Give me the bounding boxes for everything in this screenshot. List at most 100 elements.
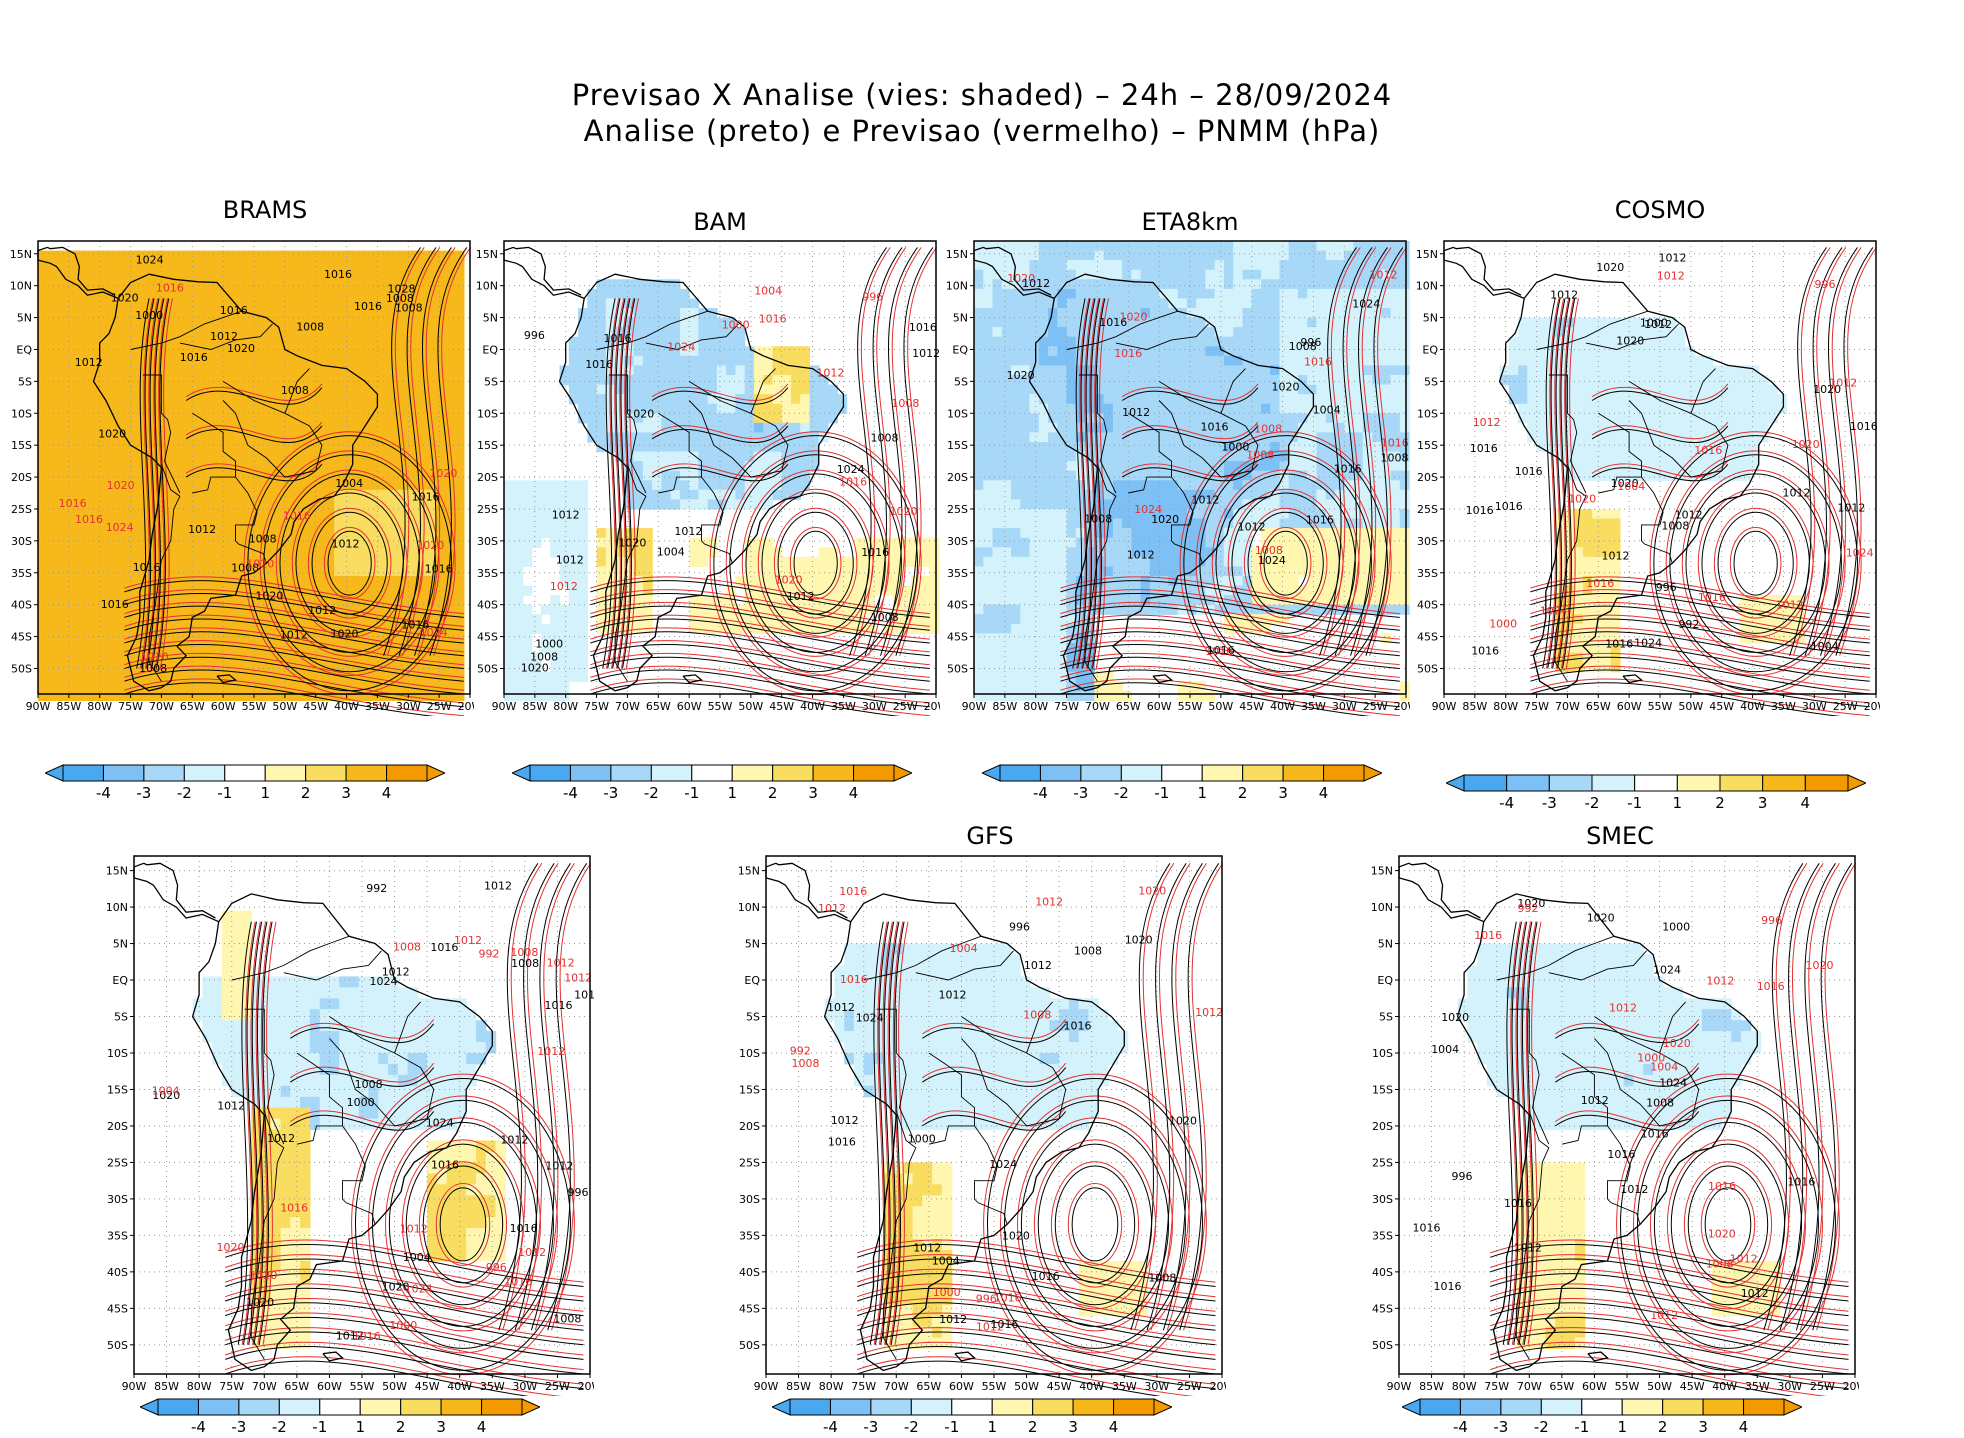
lon-tick-label: 55W xyxy=(242,700,267,713)
figure-title-line1: Previsao X Analise (vies: shaded) – 24h … xyxy=(0,78,1964,112)
forecast-contour-label: 992 xyxy=(1518,902,1539,915)
lon-tick-label: 55W xyxy=(1178,700,1203,713)
forecast-contour-label: 1000 xyxy=(1489,617,1517,630)
lat-tick-label: 50S xyxy=(107,1339,128,1352)
colorbar-bin xyxy=(1541,1399,1581,1415)
lat-tick-label: 25S xyxy=(947,503,968,516)
colorbar-bin xyxy=(103,765,143,781)
analysis-contour-label: 996 xyxy=(1300,336,1321,349)
lat-tick-label: 35S xyxy=(1372,1229,1393,1242)
lat-tick-label: 50S xyxy=(11,662,32,675)
analysis-contour-label: 1024 xyxy=(1634,637,1662,650)
forecast-contour-label: 1020 xyxy=(1806,959,1834,972)
analysis-contour-label: 1004 xyxy=(1431,1043,1459,1056)
forecast-contour-label: 1004 xyxy=(1617,480,1645,493)
analysis-contour-label: 1008 xyxy=(296,321,324,334)
lat-tick-label: 30S xyxy=(1372,1193,1393,1206)
analysis-contour-label: 996 xyxy=(568,1186,589,1199)
colorbar-bin xyxy=(1622,1399,1662,1415)
forecast-contour-label: 1000 xyxy=(389,1319,417,1332)
analysis-contour-label: 996 xyxy=(1656,581,1677,594)
forecast-contour-label: 1020 xyxy=(1708,1228,1736,1241)
colorbar-bin xyxy=(692,765,732,781)
lon-tick-label: 20W xyxy=(1210,1380,1226,1393)
lon-tick-label: 55W xyxy=(350,1380,375,1393)
analysis-contour-label: 1012 xyxy=(267,1132,295,1145)
colorbar-bin xyxy=(790,1399,830,1415)
lon-tick-label: 35W xyxy=(831,700,856,713)
colorbar-bin xyxy=(1121,765,1161,781)
colorbar-tick-label: -4 xyxy=(823,1418,838,1436)
colorbar-bin xyxy=(1073,1399,1113,1415)
colorbar-bin xyxy=(1677,775,1720,791)
analysis-contour-label: 1020 xyxy=(1125,933,1153,946)
lon-tick-label: 30W xyxy=(1802,700,1827,713)
colorbar-bin xyxy=(360,1399,400,1415)
analysis-contour-label: 1016 xyxy=(1495,500,1523,513)
forecast-contour-label: 1020 xyxy=(246,558,274,571)
forecast-contour-label: 1008 xyxy=(510,946,538,959)
lon-tick-label: 30W xyxy=(1332,700,1357,713)
lon-tick-label: 50W xyxy=(382,1380,407,1393)
colorbar-bin xyxy=(1460,1399,1500,1415)
lat-tick-label: 50S xyxy=(739,1339,760,1352)
lon-tick-label: 70W xyxy=(884,1380,909,1393)
panel-title: COSMO xyxy=(1560,196,1760,224)
lon-tick-label: 35W xyxy=(1745,1380,1770,1393)
colorbar-tick-label: -1 xyxy=(1574,1418,1589,1436)
lon-tick-label: 25W xyxy=(1177,1380,1202,1393)
analysis-contour-label: 1012 xyxy=(831,1114,859,1127)
analysis-contour-label: 1008 xyxy=(139,662,167,675)
analysis-contour-label: 1008 xyxy=(553,1313,581,1326)
colorbar-tick-label: -4 xyxy=(1033,784,1048,802)
analysis-contour-label: 1016 xyxy=(828,1136,856,1149)
analysis-contour-label: 1016 xyxy=(1413,1222,1441,1235)
colorbar-bin xyxy=(306,765,346,781)
analysis-contour-label: 1020 xyxy=(1616,335,1644,348)
forecast-contour-label: 996 xyxy=(1761,914,1782,927)
analysis-contour-label: 1016 xyxy=(101,598,129,611)
forecast-contour-label: 1004 xyxy=(950,942,978,955)
colorbar-bin xyxy=(1744,1399,1784,1415)
analysis-contour-label: 1016 xyxy=(604,332,632,345)
forecast-contour-label: 1020 xyxy=(141,650,169,663)
analysis-contour-label: 996 xyxy=(1452,1170,1473,1183)
colorbar-arrow-high xyxy=(427,765,445,781)
lon-tick-label: 60W xyxy=(211,700,236,713)
analysis-contour-label: 1016 xyxy=(1605,637,1633,650)
analysis-contour-label: 1020 xyxy=(1007,369,1035,382)
lat-tick-label: 50S xyxy=(1372,1339,1393,1352)
lon-tick-label: 80W xyxy=(553,700,578,713)
lat-tick-label: 5N xyxy=(745,938,760,951)
colorbar-bin xyxy=(611,765,651,781)
lat-tick-label: 50S xyxy=(947,662,968,675)
colorbar-bin xyxy=(732,765,772,781)
analysis-contour-label: 1012 xyxy=(913,1241,941,1254)
analysis-contour-label: 1028 xyxy=(388,283,416,296)
forecast-contour-label: 1012 xyxy=(518,1246,546,1259)
forecast-contour-label: 1012 xyxy=(564,972,592,985)
colorbar-tick-label: -2 xyxy=(1114,784,1129,802)
analysis-contour-label: 1012 xyxy=(188,523,216,536)
lon-tick-label: 45W xyxy=(1680,1380,1705,1393)
analysis-contour-label: 1008 xyxy=(1661,520,1689,533)
analysis-contour-label: 1012 xyxy=(556,554,584,567)
colorbar-bin xyxy=(1000,765,1040,781)
colorbar-tick-label: -4 xyxy=(1453,1418,1468,1436)
forecast-contour-label: 1012 xyxy=(1370,268,1398,281)
analysis-contour-label: 1008 xyxy=(871,611,899,624)
colorbar-bin xyxy=(1763,775,1806,791)
colorbar-tick-label: -2 xyxy=(272,1418,287,1436)
lat-tick-label: 25S xyxy=(477,503,498,516)
lon-tick-label: 30W xyxy=(862,700,887,713)
lat-tick-label: EQ xyxy=(112,974,128,987)
forecast-contour-label: 1020 xyxy=(1138,885,1166,898)
lon-tick-label: 40W xyxy=(1270,700,1295,713)
forecast-contour-label: 1012 xyxy=(1706,975,1734,988)
lat-tick-label: 20S xyxy=(107,1120,128,1133)
lon-tick-label: 65W xyxy=(646,700,671,713)
lat-tick-label: 5N xyxy=(1423,312,1438,325)
